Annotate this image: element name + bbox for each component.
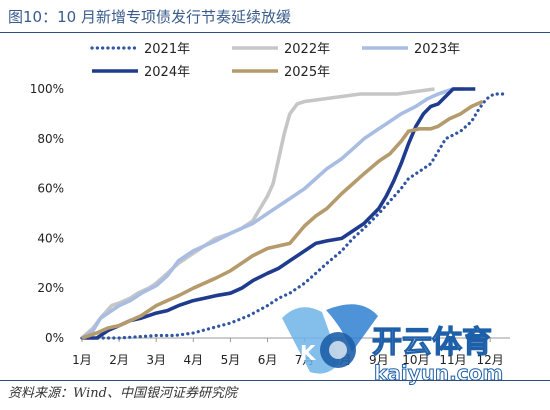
legend: 2021年 2022年 2023年 2024年 2025年 [90, 42, 460, 80]
x-tick-label: 9月 [369, 353, 389, 367]
x-tick-label: 4月 [183, 353, 203, 367]
x-tick-label: 2月 [109, 353, 129, 367]
x-tick-label: 5月 [221, 353, 241, 367]
watermark-logo: K [282, 304, 378, 374]
legend-label-2025年: 2025年 [284, 65, 330, 80]
series-line-2025年 [81, 99, 484, 340]
legend-label-2023年: 2023年 [414, 42, 460, 57]
series-line-2021年 [80, 92, 507, 340]
watermark: K 开云体育 kaiyun.com [282, 304, 504, 386]
watermark-domain: kaiyun.com [374, 361, 503, 385]
x-tick-label: 10月 [402, 353, 429, 367]
legend-label-2022年: 2022年 [284, 42, 330, 57]
y-tick-label: 100% [30, 82, 64, 96]
y-tick-label: 60% [37, 182, 64, 196]
watermark-logo-letter: K [300, 341, 317, 365]
series-line-2024年 [82, 87, 476, 340]
legend-label-2021年: 2021年 [144, 42, 190, 57]
x-tick-label: 6月 [258, 353, 278, 367]
x-tick-label: 1月 [72, 353, 92, 367]
watermark-brand: 开云体育 [372, 325, 492, 360]
y-ticks: 0% 20% 40% 60% 80% 100% [30, 82, 64, 345]
source-rule [0, 380, 550, 381]
figure-title: 图10：10 月新增专项债发行节奏延续放缓 [8, 8, 291, 26]
x-tick-label: 11月 [439, 353, 466, 367]
legend-label-2024年: 2024年 [144, 65, 190, 80]
title-rule [0, 32, 550, 33]
y-tick-label: 80% [37, 132, 64, 146]
y-tick-label: 20% [37, 281, 64, 295]
y-tick-label: 0% [45, 331, 64, 345]
x-tick-label: 12月 [477, 353, 504, 367]
series-group [80, 87, 507, 340]
y-tick-label: 40% [37, 231, 64, 245]
source-note: 资料来源：Wind、中国银河证券研究院 [8, 386, 237, 401]
x-tick-label: 3月 [146, 353, 166, 367]
series-line-2023年 [80, 87, 465, 340]
